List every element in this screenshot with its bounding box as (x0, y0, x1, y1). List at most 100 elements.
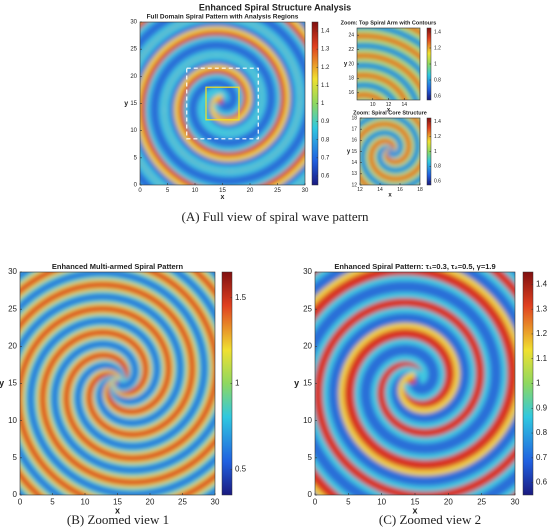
x-tick-label: 15 (411, 497, 420, 506)
x-tick-label: 16 (397, 187, 403, 193)
y-tick-label: 15 (351, 149, 357, 155)
y-tick-label: 15 (303, 379, 312, 388)
colorbar-tick-label: 1.4 (434, 119, 441, 125)
y-tick-label: 25 (130, 47, 137, 53)
x-tick-label: 15 (113, 497, 122, 506)
x-tick-label: 10 (370, 102, 376, 108)
y-tick-label: 20 (8, 341, 17, 350)
x-tick-label: 30 (211, 497, 220, 506)
x-tick-label: 20 (444, 497, 453, 506)
colorbar-tick-label: 0.6 (434, 93, 441, 99)
x-tick-label: 14 (401, 102, 407, 108)
panel-title: Zoom: Spiral Core Structure (353, 110, 427, 116)
y-tick-label: 30 (8, 267, 17, 276)
colorbar-tick-label: 0.8 (321, 137, 330, 143)
y-tick-label: 18 (348, 76, 354, 82)
colorbar-tick-label: 1.4 (434, 29, 441, 35)
y-tick-label: 0 (308, 490, 313, 499)
colorbar-tick-label: 0.9 (321, 119, 330, 125)
y-tick-label: 16 (351, 138, 357, 144)
x-tick-label: 12 (386, 102, 392, 108)
y-tick-label: 17 (351, 126, 357, 132)
colorbar-tick-label: 0.7 (321, 155, 330, 161)
colorbar-tick-label: 1 (235, 379, 240, 388)
colorbar-tick-label: 0.6 (434, 179, 441, 185)
colorbar-tick-label: 0.8 (434, 164, 441, 170)
y-tick-label: 14 (351, 160, 357, 166)
x-tick-label: 10 (81, 497, 90, 506)
spiral-arm (28, 272, 215, 495)
spiral-arm (369, 118, 420, 181)
y-tick-label: 12 (351, 182, 357, 188)
caption: (B) Zoomed view 1 (67, 512, 169, 527)
colorbar-tick-label: 1.2 (434, 45, 441, 51)
spiral-arm (357, 44, 420, 100)
colorbar-tick-label: 0.7 (536, 453, 548, 462)
x-tick-label: 30 (511, 497, 520, 506)
y-tick-label: 5 (13, 453, 18, 462)
y-axis-label: y (344, 62, 348, 68)
figure-title: Enhanced Spiral Structure Analysis (199, 2, 351, 12)
x-axis-label: x (115, 505, 120, 515)
y-tick-label: 30 (303, 267, 312, 276)
colorbar-tick-label: 1 (434, 61, 437, 67)
y-tick-label: 15 (130, 101, 137, 107)
x-tick-label: 25 (274, 188, 281, 194)
colorbar-tick-label: 1.4 (536, 279, 548, 288)
y-tick-label: 22 (348, 47, 354, 53)
panel-title: Zoom: Top Spiral Arm with Contours (341, 20, 437, 26)
colorbar-tick-label: 0.5 (235, 464, 247, 473)
panel-title: Enhanced Multi-armed Spiral Pattern (52, 262, 184, 271)
y-tick-label: 5 (308, 453, 313, 462)
y-axis-label: y (0, 378, 4, 388)
colorbar-tick-label: 1.2 (434, 134, 441, 140)
colorbar-tick-label: 0.9 (536, 403, 548, 412)
x-tick-label: 12 (357, 187, 363, 193)
caption: (C) Zoomed view 2 (379, 512, 481, 527)
y-tick-label: 25 (8, 304, 17, 313)
spiral-arm (20, 281, 196, 495)
x-tick-label: 10 (377, 497, 386, 506)
y-axis-label: y (294, 378, 299, 388)
spiral-arm (20, 305, 215, 495)
x-tick-label: 18 (417, 187, 423, 193)
spiral-arm (20, 272, 215, 473)
y-axis-label: y (347, 149, 351, 155)
spiral-arm (20, 272, 215, 462)
spiral (315, 272, 515, 495)
x-tick-label: 25 (178, 497, 187, 506)
colorbar-tick-label: 1.2 (321, 65, 330, 71)
y-tick-label: 10 (130, 128, 137, 134)
y-tick-label: 15 (8, 379, 17, 388)
spiral-arm (315, 272, 515, 495)
x-tick-label: 20 (146, 497, 155, 506)
colorbar-tick-label: 0.8 (434, 77, 441, 83)
x-axis-label: x (412, 505, 417, 515)
y-axis-label: y (124, 100, 128, 107)
x-tick-label: 14 (377, 187, 383, 193)
spiral-arm (20, 294, 215, 495)
analysis-region (205, 86, 240, 121)
spiral (140, 22, 305, 185)
spiral-arm (360, 131, 420, 185)
x-tick-label: 5 (346, 497, 351, 506)
colorbar-tick-label: 1.3 (321, 47, 330, 53)
colorbar-tick-label: 1 (434, 149, 437, 155)
x-tick-label: 30 (302, 188, 309, 194)
spiral-arm (315, 272, 515, 495)
panel-title: Full Domain Spiral Pattern with Analysis… (147, 14, 299, 21)
x-tick-label: 5 (50, 497, 55, 506)
y-tick-label: 25 (303, 304, 312, 313)
caption: (A) Full view of spiral wave pattern (181, 209, 369, 224)
y-tick-label: 30 (130, 20, 137, 26)
y-tick-label: 20 (130, 74, 137, 80)
x-tick-label: 25 (477, 497, 486, 506)
spiral (360, 118, 420, 185)
x-axis-label: x (221, 194, 225, 201)
y-tick-label: 5 (134, 155, 138, 161)
colorbar-tick-label: 1.5 (235, 293, 247, 302)
heatmap (315, 272, 515, 495)
analysis-region (186, 67, 259, 140)
spiral-arm (20, 272, 207, 495)
